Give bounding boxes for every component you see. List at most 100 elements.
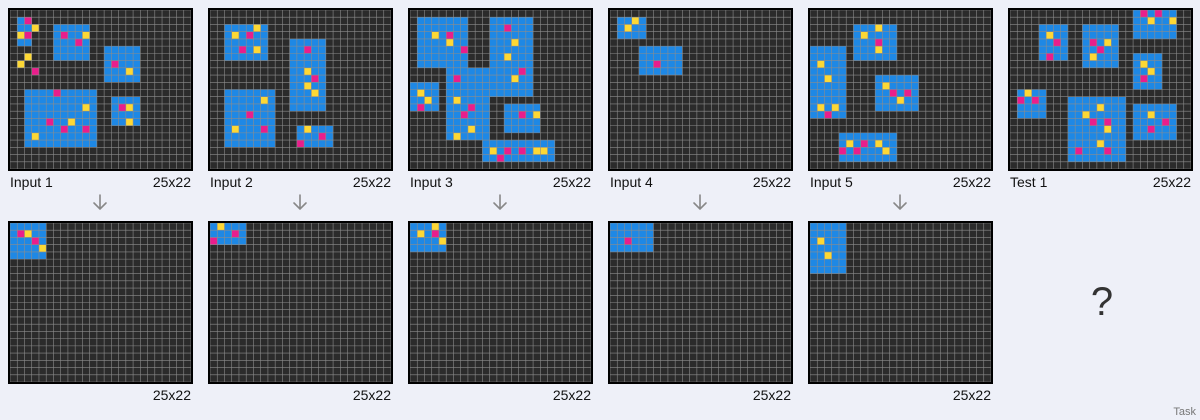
example-3-input-grid <box>408 8 593 171</box>
yellow-cell <box>24 230 32 238</box>
example-4-input-panel: Input 4 25x22 <box>608 8 793 190</box>
example-2-input-grid-canvas <box>210 10 391 169</box>
test-1-input-grid-canvas <box>1010 10 1191 169</box>
blue-block <box>417 17 468 68</box>
magenta-cell <box>860 140 868 148</box>
blue-block <box>810 223 847 274</box>
example-3-input-size-label: 25x22 <box>552 174 591 190</box>
yellow-cell <box>1089 53 1097 61</box>
yellow-cell <box>17 60 25 68</box>
yellow-cell <box>846 140 854 148</box>
example-3-output-size-label: 25x22 <box>552 387 591 403</box>
example-2-input-size-label: 25x22 <box>352 174 391 190</box>
yellow-cell <box>438 237 447 245</box>
example-5-input-caption: Input 5 25x22 <box>808 174 993 192</box>
example-1-output-grid <box>8 221 193 384</box>
example-4-output-grid <box>608 221 793 384</box>
yellow-cell <box>311 89 319 97</box>
example-1-output-grid-canvas <box>10 223 191 382</box>
magenta-cell <box>46 118 54 126</box>
example-4-input-grid <box>608 8 793 171</box>
yellow-cell <box>231 125 239 133</box>
example-4-input-caption: Input 4 25x22 <box>608 174 793 192</box>
test-1-input-label: Test 1 <box>1010 174 1048 190</box>
example-1-input-grid-canvas <box>10 10 191 169</box>
magenta-cell <box>467 103 476 112</box>
example-1-output-caption: 25x22 <box>8 387 193 405</box>
example-5-output-caption: 25x22 <box>808 387 993 405</box>
yellow-cell <box>431 31 439 39</box>
magenta-cell <box>210 237 218 245</box>
magenta-cell <box>231 230 239 238</box>
yellow-cell <box>82 31 90 39</box>
magenta-cell <box>24 31 32 39</box>
yellow-cell <box>533 147 541 155</box>
example-3-output-panel: 25x22 <box>408 221 593 403</box>
footer-label: Task <box>1173 406 1196 418</box>
yellow-cell <box>417 89 425 97</box>
example-4-input-grid-canvas <box>610 10 791 169</box>
magenta-cell <box>653 60 661 68</box>
magenta-cell <box>118 103 126 112</box>
yellow-cell <box>304 125 312 133</box>
example-5-input-panel: Input 5 25x22 <box>808 8 993 190</box>
example-1-input-grid <box>8 8 193 171</box>
magenta-cell <box>1089 118 1097 126</box>
magenta-cell <box>504 147 512 155</box>
magenta-cell <box>460 111 468 119</box>
example-2-input-label: Input 2 <box>210 174 253 190</box>
magenta-cell <box>82 125 90 133</box>
yellow-cell <box>1096 140 1105 148</box>
example-3-output-grid <box>408 221 593 384</box>
example-3-output-caption: 25x22 <box>408 387 593 405</box>
yellow-cell <box>1024 89 1032 97</box>
yellow-cell <box>1140 60 1148 68</box>
yellow-cell <box>446 38 454 47</box>
yellow-cell <box>1082 111 1090 119</box>
test-1-input-panel: Test 1 25x22 <box>1008 8 1193 190</box>
yellow-cell <box>631 17 639 25</box>
yellow-cell <box>1169 17 1177 25</box>
example-5-input-grid-canvas <box>810 10 991 169</box>
yellow-cell <box>896 96 905 104</box>
yellow-cell <box>1096 103 1105 112</box>
magenta-cell <box>889 89 897 97</box>
yellow-cell <box>540 147 548 155</box>
magenta-cell <box>53 89 61 97</box>
example-3-input-caption: Input 3 25x22 <box>408 174 593 192</box>
yellow-cell <box>304 67 312 76</box>
yellow-cell <box>860 31 868 39</box>
test-output-placeholder: ? <box>1090 280 1114 324</box>
yellow-cell <box>533 111 541 119</box>
magenta-cell <box>246 111 254 119</box>
magenta-cell <box>111 60 119 68</box>
yellow-cell <box>817 103 825 112</box>
yellow-cell <box>489 147 497 155</box>
yellow-cell <box>253 24 261 32</box>
magenta-cell <box>304 46 312 54</box>
example-4-output-caption: 25x22 <box>608 387 793 405</box>
example-3-input-panel: Input 3 25x22 <box>408 8 593 190</box>
magenta-cell <box>853 147 861 155</box>
magenta-cell <box>1075 147 1083 155</box>
down-arrow-icon <box>693 194 707 211</box>
magenta-cell <box>318 132 326 141</box>
yellow-cell <box>882 147 890 155</box>
magenta-cell <box>1162 118 1170 126</box>
down-arrow-icon <box>893 194 907 211</box>
yellow-cell <box>260 96 268 104</box>
blue-block <box>810 46 847 97</box>
example-5-input-label: Input 5 <box>810 174 853 190</box>
magenta-cell <box>60 31 68 39</box>
yellow-cell <box>817 60 825 68</box>
example-4-output-grid-canvas <box>610 223 791 382</box>
yellow-cell <box>67 118 76 126</box>
yellow-cell <box>424 96 432 104</box>
magenta-cell <box>260 125 268 133</box>
example-5-input-size-label: 25x22 <box>952 174 991 190</box>
yellow-cell <box>125 118 134 126</box>
example-4-output-size-label: 25x22 <box>752 387 791 403</box>
magenta-cell <box>311 75 319 83</box>
example-2-output-caption: 25x22 <box>208 387 393 405</box>
yellow-cell <box>231 31 239 39</box>
